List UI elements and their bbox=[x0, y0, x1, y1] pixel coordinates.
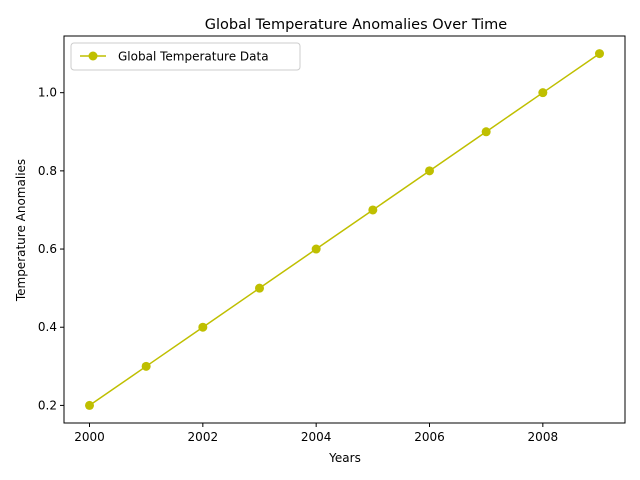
data-point bbox=[481, 127, 491, 137]
legend-box bbox=[70, 42, 301, 71]
x-tick-label: 2004 bbox=[301, 430, 332, 444]
x-tick-label: 2008 bbox=[528, 430, 559, 444]
series-layer bbox=[85, 49, 604, 410]
y-axis-label: Temperature Anomalies bbox=[14, 159, 28, 302]
plot-frame bbox=[63, 35, 626, 424]
y-tick-label: 0.8 bbox=[38, 164, 57, 178]
series-line bbox=[89, 52, 600, 407]
chart-title: Global Temperature Anomalies Over Time bbox=[205, 17, 508, 33]
data-point bbox=[368, 205, 378, 215]
x-axis-ticks: 2000 2002 2004 2006 2008 bbox=[74, 423, 558, 444]
data-point bbox=[198, 322, 208, 332]
data-point bbox=[595, 49, 604, 59]
data-point bbox=[85, 400, 94, 410]
legend: Global Temperature Data bbox=[70, 42, 301, 71]
y-tick-label: 1.0 bbox=[38, 86, 57, 100]
x-tick-label: 2006 bbox=[414, 430, 445, 444]
y-axis-ticks: 0.2 0.4 0.6 0.8 1.0 bbox=[38, 86, 64, 412]
plot-area bbox=[63, 35, 626, 424]
y-tick-label: 0.2 bbox=[38, 398, 57, 412]
data-point bbox=[141, 361, 151, 371]
y-tick-label: 0.6 bbox=[38, 242, 57, 256]
x-tick-label: 2000 bbox=[74, 430, 105, 444]
data-point bbox=[255, 283, 264, 293]
x-axis-label: Years bbox=[328, 451, 361, 465]
data-point bbox=[538, 88, 548, 98]
x-tick-label: 2002 bbox=[188, 430, 219, 444]
data-point bbox=[425, 166, 434, 176]
legend-label: Global Temperature Data bbox=[118, 50, 269, 64]
y-tick-label: 0.4 bbox=[38, 320, 57, 334]
data-point bbox=[311, 244, 321, 254]
legend-marker-swatch bbox=[88, 51, 98, 61]
